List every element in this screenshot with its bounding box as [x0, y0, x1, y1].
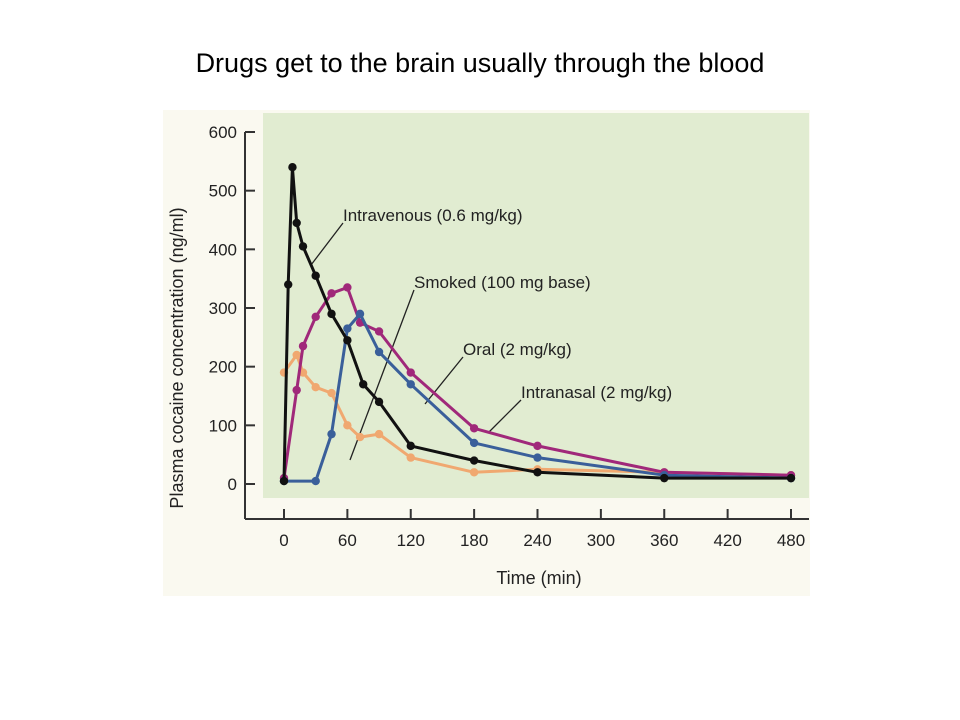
slide-title: Drugs get to the brain usually through t…	[195, 48, 765, 78]
data-point	[374, 429, 384, 439]
data-point	[292, 350, 301, 360]
data-point	[327, 289, 336, 298]
data-point	[660, 473, 669, 483]
data-point	[311, 383, 320, 392]
axes: 0 100 200 300 400 500 600 0 60 120 180 240 300 360 420…	[209, 123, 809, 550]
data-point	[469, 456, 479, 465]
data-point	[786, 473, 796, 483]
data-point	[311, 476, 320, 486]
data-point	[355, 309, 365, 319]
y-axis-label: Plasma cocaine concentration (ng/ml)	[167, 207, 187, 508]
series-annotation: Oral (2 mg/kg)	[463, 340, 572, 359]
x-tick-label: 300	[587, 531, 615, 550]
data-point	[327, 309, 336, 319]
data-point	[359, 380, 368, 389]
data-point	[343, 324, 352, 333]
data-point	[288, 163, 297, 172]
chart-figure: 0 100 200 300 400 500 600 0 60 120 180 240 300 360 420…	[163, 110, 810, 596]
x-axis-label: Time (min)	[496, 568, 581, 588]
x-tick-label: 420	[713, 531, 741, 550]
data-point	[311, 271, 320, 280]
plasma-concentration-chart: 0 100 200 300 400 500 600 0 60 120 180 240 300 360 420…	[167, 113, 809, 588]
x-tick-label: 360	[650, 531, 678, 550]
annotation-leader	[487, 399, 522, 434]
data-point	[327, 429, 336, 439]
y-tick-label: 600	[209, 123, 237, 142]
annotation-leader	[349, 289, 415, 461]
annotation-leader	[424, 356, 464, 405]
y-tick-label: 200	[209, 358, 237, 377]
data-point	[406, 453, 415, 462]
data-point	[292, 385, 301, 395]
data-point	[469, 424, 479, 433]
data-point	[406, 380, 415, 389]
data-point	[374, 327, 384, 336]
data-point	[327, 388, 336, 398]
series-2	[279, 283, 796, 483]
y-tick-label: 0	[228, 475, 237, 494]
data-point	[343, 336, 352, 345]
data-point	[298, 242, 308, 251]
data-point	[533, 453, 542, 462]
series-annotation: Smoked (100 mg base)	[414, 273, 591, 292]
data-point	[343, 421, 352, 430]
x-tick-label: 0	[279, 531, 288, 550]
data-point	[533, 441, 542, 451]
data-point	[469, 438, 479, 448]
data-point	[406, 368, 415, 377]
y-tick-label: 500	[209, 182, 237, 201]
plot-background	[263, 113, 809, 498]
data-point	[311, 312, 320, 321]
data-point	[374, 347, 384, 357]
data-point	[406, 441, 415, 451]
data-point	[533, 468, 542, 477]
series-annotation: Intravenous (0.6 mg/kg)	[343, 206, 523, 225]
x-tick-label: 180	[460, 531, 488, 550]
series-0	[279, 163, 796, 486]
annotation-leaders	[310, 222, 522, 461]
x-tick-label: 240	[523, 531, 551, 550]
y-tick-label: 100	[209, 416, 237, 435]
annotation-leader	[310, 222, 344, 266]
x-tick-label: 120	[397, 531, 425, 550]
x-tick-label: 60	[338, 531, 357, 550]
data-point	[469, 468, 479, 477]
data-point	[284, 280, 293, 289]
data-point	[343, 283, 352, 292]
x-tick-label: 480	[777, 531, 805, 550]
data-point	[298, 341, 308, 351]
data-point	[279, 476, 289, 486]
data-point	[374, 397, 384, 407]
y-tick-label: 300	[209, 299, 237, 318]
data-point	[355, 432, 365, 442]
y-tick-label: 400	[209, 240, 237, 259]
data-point	[292, 218, 301, 228]
series-annotation: Intranasal (2 mg/kg)	[521, 383, 672, 402]
labels-layer: Intravenous (0.6 mg/kg) Smoked (100 mg ba…	[343, 206, 672, 402]
series-layer	[279, 163, 796, 486]
